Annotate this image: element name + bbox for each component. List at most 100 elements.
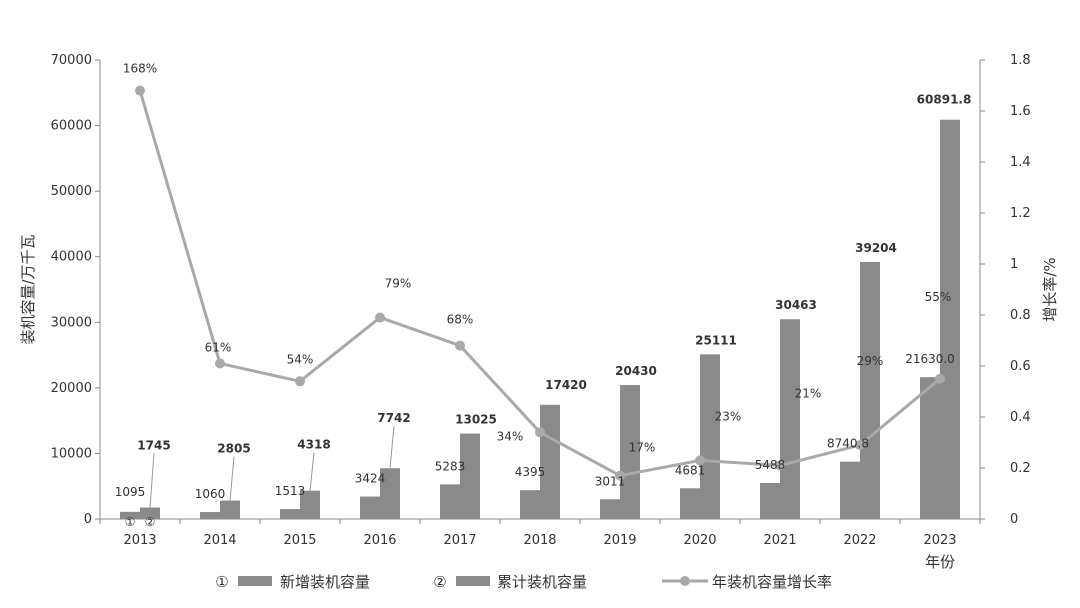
x-tick-label: 2020 <box>683 533 716 548</box>
legend-label-cumulative: 累计装机容量 <box>497 573 587 591</box>
label-new-2021: 5488 <box>755 458 786 472</box>
label-cumulative-2013: 1745 <box>137 439 170 453</box>
x-tick-label: 2019 <box>603 533 636 548</box>
x-tick-label: 2022 <box>843 533 876 548</box>
label-new-2015: 1513 <box>275 484 306 498</box>
y-tick-label: 70000 <box>51 53 92 68</box>
y2-axis-title: 增长率/% <box>1041 257 1059 321</box>
label-cumulative-2018: 17420 <box>545 378 587 392</box>
y-tick-label: 40000 <box>51 250 92 265</box>
bar-new-2018 <box>520 490 540 519</box>
legend-swatch-new <box>238 576 272 586</box>
y2-tick-label: 0 <box>1010 512 1018 527</box>
bar-cumulative-2016 <box>380 468 400 519</box>
y2-tick-label: 0.4 <box>1010 410 1031 425</box>
label-growth-2014: 61% <box>205 340 232 354</box>
x-tick-label: 2018 <box>523 533 556 548</box>
y2-tick-label: 1.6 <box>1010 104 1031 119</box>
y2-tick-label: 0.2 <box>1010 461 1031 476</box>
bar-cumulative-2020 <box>700 354 720 519</box>
leader-line <box>229 456 235 501</box>
label-growth-2021: 21% <box>795 386 822 400</box>
x-tick-label: 2023 <box>923 533 956 548</box>
y2-tick-label: 1.4 <box>1010 155 1031 170</box>
y2-tick-label: 0.8 <box>1010 308 1031 323</box>
y-tick-label: 30000 <box>51 315 92 330</box>
y-tick-label: 60000 <box>51 119 92 134</box>
y2-tick-label: 1.8 <box>1010 53 1031 68</box>
growth-point-2015 <box>295 376 305 387</box>
bar-cumulative-2019 <box>620 385 640 519</box>
label-cumulative-2023: 60891.8 <box>917 93 972 107</box>
leader-line <box>149 453 155 508</box>
x-tick-label: 2021 <box>763 533 796 548</box>
growth-point-2016 <box>375 312 385 323</box>
bar-new-2020 <box>680 488 700 519</box>
bar-new-2014 <box>200 512 220 519</box>
bar-new-2022 <box>840 461 860 519</box>
y-axis-title: 装机容量/万千瓦 <box>19 234 37 344</box>
bar-marker-2: ② <box>145 515 156 529</box>
y-tick-label: 50000 <box>51 184 92 199</box>
bar-cumulative-2017 <box>460 433 480 519</box>
bar-cumulative-2021 <box>780 319 800 519</box>
legend-label-growth: 年装机容量增长率 <box>712 573 832 591</box>
leader-line <box>389 426 395 469</box>
label-new-2014: 1060 <box>195 487 226 501</box>
label-growth-2017: 68% <box>447 313 474 327</box>
growth-point-2021 <box>775 460 785 471</box>
bar-new-2016 <box>360 496 380 519</box>
label-growth-2023: 55% <box>925 290 952 304</box>
legend-swatch-growth-point <box>680 576 690 586</box>
growth-point-2020 <box>695 455 705 466</box>
y-tick-label: 20000 <box>51 381 92 396</box>
y-tick-label: 10000 <box>51 446 92 461</box>
bar-cumulative-2015 <box>300 490 320 519</box>
label-growth-2020: 23% <box>715 409 742 423</box>
bar-cumulative-2018 <box>540 404 560 519</box>
bars <box>120 119 960 520</box>
bar-cumulative-2022 <box>860 261 880 519</box>
label-cumulative-2017: 13025 <box>455 413 497 427</box>
label-cumulative-2016: 7742 <box>377 411 410 425</box>
legend-swatch-cumulative <box>456 576 490 586</box>
legend: ① 新增装机容量 ② 累计装机容量 年装机容量增长率 <box>215 573 832 591</box>
x-tick-label: 2015 <box>283 533 316 548</box>
bar-marker-1: ① <box>125 515 136 529</box>
growth-point-2013 <box>135 85 145 96</box>
x-tick-label: 2013 <box>123 533 156 548</box>
growth-point-2022 <box>855 440 865 451</box>
label-cumulative-2019: 20430 <box>615 364 657 378</box>
growth-point-2023 <box>935 373 945 384</box>
legend-label-new: 新增装机容量 <box>280 573 370 591</box>
label-growth-2013: 168% <box>123 62 157 76</box>
bar-new-2013 <box>120 511 140 519</box>
axes: 0 10000 20000 30000 40000 50000 60000 70000 0 0.2… <box>19 53 1059 571</box>
growth-point-2018 <box>535 427 545 438</box>
bar-cumulative-2014 <box>220 500 240 519</box>
label-new-2016: 3424 <box>355 472 386 486</box>
bar-new-2021 <box>760 483 780 519</box>
label-cumulative-2014: 2805 <box>217 442 250 456</box>
y2-tick-label: 1 <box>1010 257 1018 272</box>
leader-line <box>309 452 315 491</box>
label-new-2022: 8740.8 <box>827 437 869 451</box>
x-tick-label: 2014 <box>203 533 236 548</box>
growth-point-2017 <box>455 340 465 351</box>
bar-new-2017 <box>440 484 460 519</box>
y2-tick-label: 0.6 <box>1010 359 1031 374</box>
label-cumulative-2015: 4318 <box>297 438 330 452</box>
legend-marker-1: ① <box>215 573 228 591</box>
label-new-2020: 4681 <box>675 463 706 477</box>
label-growth-2022: 29% <box>857 354 884 368</box>
label-cumulative-2020: 25111 <box>695 333 737 347</box>
label-cumulative-2022: 39204 <box>855 241 897 255</box>
bar-new-2019 <box>600 499 620 519</box>
x-axis-title: 年份 <box>925 553 955 571</box>
label-growth-2019: 17% <box>629 441 656 455</box>
label-new-2023: 21630.0 <box>905 352 955 366</box>
y2-tick-label: 1.2 <box>1010 206 1031 221</box>
label-growth-2016: 79% <box>385 277 412 291</box>
x-tick-label: 2017 <box>443 533 476 548</box>
label-new-2013: 1095 <box>115 485 146 499</box>
